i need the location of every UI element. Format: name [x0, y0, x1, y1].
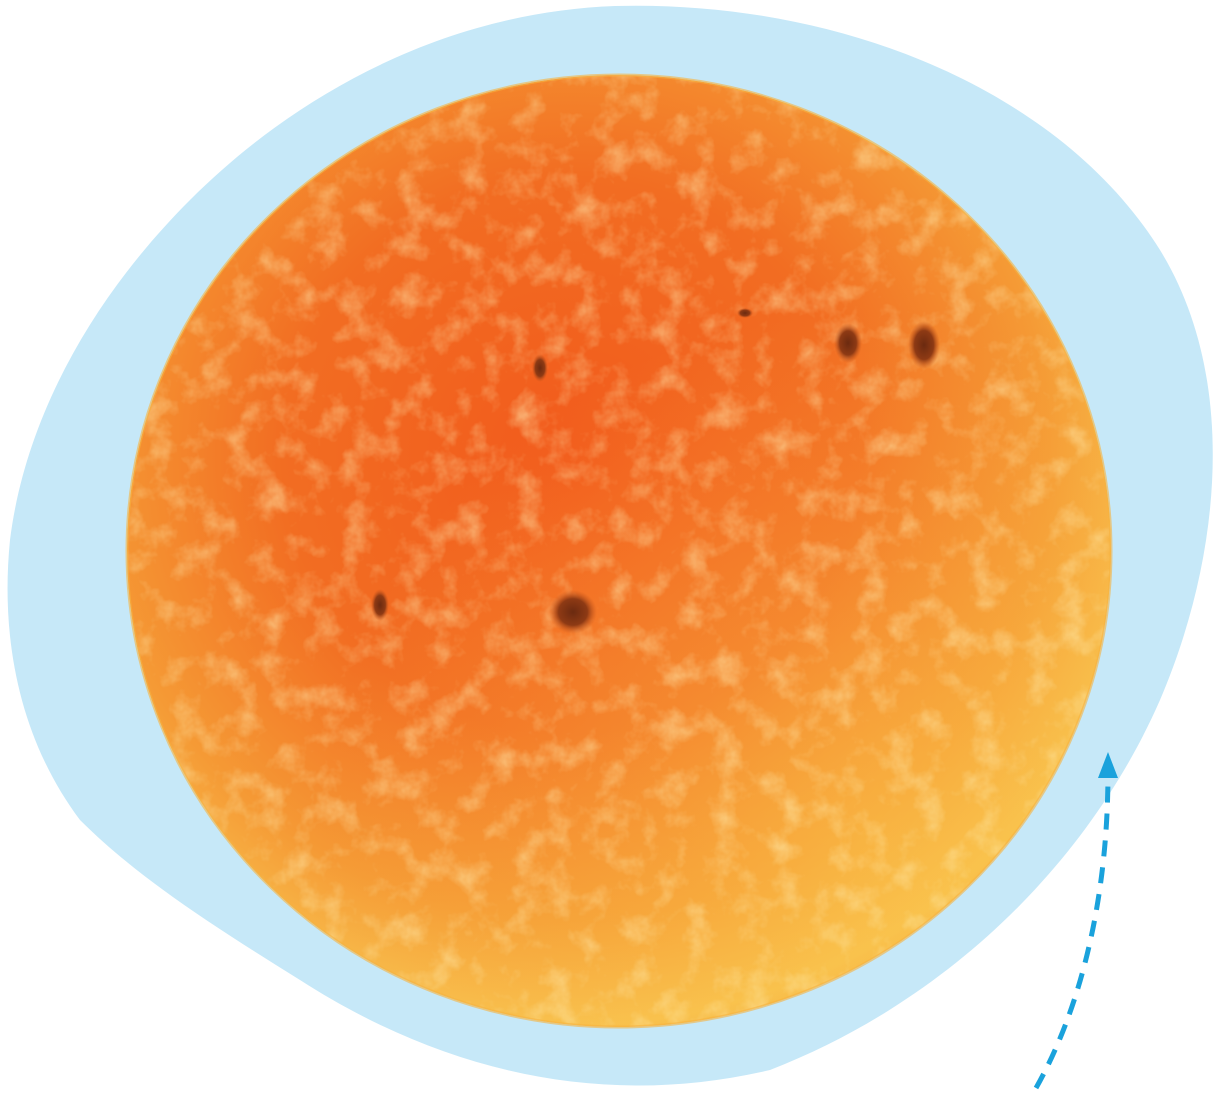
sunspot — [532, 354, 548, 382]
sunspot — [549, 590, 597, 634]
sun-rim — [125, 73, 1113, 1029]
sunspot — [737, 308, 753, 318]
arrow-head — [1098, 752, 1118, 778]
sunspot — [908, 321, 940, 369]
sun — [127, 75, 1111, 1027]
dashed-arrow — [1033, 771, 1111, 1090]
sunspot — [834, 323, 862, 363]
sunspot — [371, 589, 389, 621]
